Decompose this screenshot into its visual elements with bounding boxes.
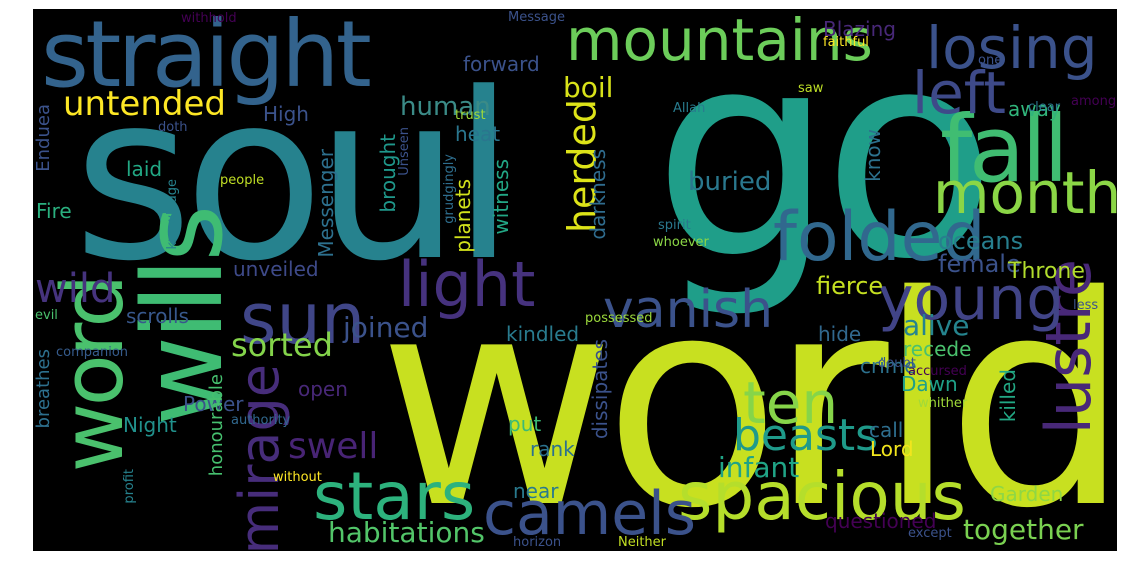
cloud-word-breathes: breathes (33, 349, 54, 429)
cloud-word-faithful: faithful (823, 35, 869, 50)
cloud-word-world: world (378, 235, 1117, 551)
cloud-word-put: put (508, 412, 542, 436)
cloud-word-brought: brought (376, 134, 400, 213)
cloud-word-less: less (1073, 298, 1099, 313)
cloud-word-swell: swell (288, 426, 379, 467)
cloud-word-among: among (1071, 94, 1117, 109)
cloud-word-trust: trust (455, 108, 486, 123)
cloud-word-stars: stars (313, 458, 476, 535)
cloud-word-female: female (938, 250, 1021, 278)
cloud-word-folded: folded (773, 198, 986, 277)
cloud-word-oceans: oceans (938, 227, 1024, 255)
cloud-word-neither: Neither (618, 535, 667, 550)
cloud-word-garden: Garden (990, 482, 1064, 506)
cloud-word-knowledge: knowledge (165, 179, 180, 250)
cloud-word-accursed: accursed (908, 364, 967, 379)
cloud-word-open: open (298, 377, 348, 401)
cloud-word-saw: saw (798, 81, 824, 96)
cloud-word-except: except (908, 526, 952, 541)
cloud-word-darkness: darkness (586, 149, 610, 240)
cloud-word-young: young (878, 264, 1065, 334)
cloud-word-ten: ten (743, 369, 839, 437)
cloud-word-fire: Fire (36, 199, 72, 223)
cloud-word-possessed: possessed (585, 311, 653, 326)
cloud-word-spirit: spirit (658, 218, 691, 233)
cloud-word-call: call (869, 418, 904, 442)
cloud-word-months: months (933, 159, 1117, 227)
cloud-word-heat: heat (455, 122, 501, 146)
cloud-word-night: Night (123, 413, 177, 437)
cloud-word-left: left (912, 59, 1006, 127)
cloud-word-throne: Throne (1008, 259, 1085, 284)
cloud-word-know: know (861, 129, 885, 182)
cloud-word-message: Message (508, 10, 565, 25)
cloud-word-allah: Allah (673, 101, 706, 116)
cloud-word-lord: Lord (870, 437, 914, 461)
cloud-word-enduea: Enduea (33, 104, 54, 172)
cloud-word-people: people (220, 173, 265, 188)
cloud-word-authority: authority (231, 413, 291, 428)
cloud-word-companion: companion (56, 345, 129, 360)
word-cloud: world soul go straight wills word fall losing mo… (33, 9, 1117, 551)
cloud-word-sun: sun (240, 278, 366, 360)
cloud-word-dissipates: dissipates (588, 339, 612, 440)
cloud-word-blazing: Blazing (823, 17, 896, 41)
cloud-word-scrolls: scrolls (126, 304, 189, 328)
cloud-word-camels: camels (483, 479, 697, 549)
cloud-word-boil: boil (563, 71, 614, 104)
cloud-word-infant: infant (718, 451, 800, 484)
cloud-word-clear: clear (1028, 100, 1061, 115)
cloud-word-away: away (1008, 97, 1061, 121)
cloud-word-laid: laid (126, 157, 163, 181)
cloud-word-buried: buried (688, 167, 772, 197)
cloud-word-soul: soul (73, 45, 516, 312)
cloud-word-grudgingly: grudgingly (442, 154, 457, 224)
cloud-word-joined: joined (343, 311, 429, 344)
cloud-word-whither: whither (918, 396, 968, 411)
cloud-word-power: Power (183, 392, 244, 416)
cloud-word-whoever: whoever (653, 235, 709, 250)
cloud-word-doubt: doubt (878, 356, 916, 371)
cloud-word-rank: rank (530, 437, 575, 461)
cloud-word-killed: killed (996, 369, 1020, 423)
cloud-word-wild: wild (35, 266, 116, 312)
cloud-word-habitations: habitations (328, 516, 485, 549)
cloud-word-fierce: fierce (816, 272, 884, 300)
cloud-word-beasts: beasts (733, 410, 879, 461)
cloud-word-together: together (963, 513, 1084, 546)
cloud-word-unseen: Unseen (397, 127, 412, 176)
cloud-word-evil: evil (35, 308, 58, 323)
cloud-word-doth: doth (158, 120, 188, 135)
cloud-word-alive: alive (903, 309, 970, 342)
cloud-word-one: one (978, 53, 1003, 68)
cloud-word-withhold: withhold (181, 11, 237, 26)
cloud-word-honourable: honourable (206, 374, 227, 477)
cloud-word-high: High (263, 102, 309, 126)
cloud-word-dawn: Dawn (901, 372, 958, 396)
cloud-word-hide: hide (818, 322, 862, 346)
cloud-word-unveiled: unveiled (233, 257, 319, 281)
cloud-word-human: human (400, 92, 491, 122)
cloud-word-crime: crime (860, 354, 917, 378)
cloud-word-questioned: questioned (825, 509, 937, 533)
cloud-word-straight: straight (41, 9, 372, 108)
cloud-word-light: light (398, 248, 536, 321)
cloud-word-fall: fall (940, 96, 1069, 203)
cloud-word-kindled: kindled (506, 322, 580, 346)
cloud-word-sorted: sorted (231, 326, 333, 364)
cloud-word-without: without (273, 470, 322, 485)
cloud-word-losing: losing (926, 14, 1098, 82)
cloud-word-spacious: spacious (678, 458, 966, 535)
cloud-word-profit: profit (122, 469, 137, 504)
cloud-word-recede: recede (903, 337, 972, 361)
cloud-word-messenger: Messenger (314, 149, 338, 258)
cloud-word-go: go (653, 9, 997, 322)
cloud-word-untended: untended (63, 84, 226, 124)
cloud-word-forward: forward (463, 52, 540, 76)
cloud-word-near: near (513, 479, 559, 503)
cloud-word-mountains: mountains (566, 9, 873, 74)
cloud-word-horizon: horizon (513, 535, 562, 550)
cloud-word-witness: witness (489, 159, 513, 235)
cloud-word-vanish: vanish (603, 280, 774, 340)
